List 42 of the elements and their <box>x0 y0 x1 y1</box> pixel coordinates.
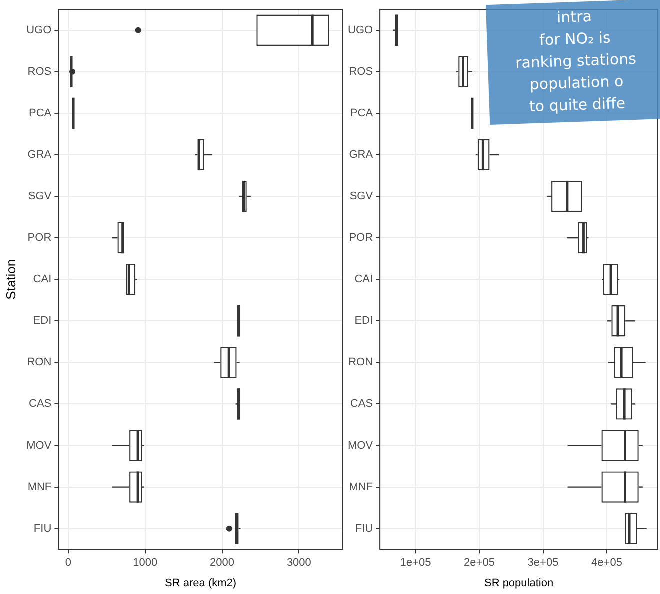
y-tick-label: UGO <box>348 24 374 36</box>
annotation: for NO₂ is <box>539 28 612 50</box>
x-axis-title: SR population <box>484 577 554 590</box>
y-tick-label: CAS <box>350 398 374 410</box>
y-tick-label: GRA <box>349 149 374 162</box>
y-tick-label: CAI <box>33 274 52 286</box>
x-tick-label: 3e+05 <box>528 557 559 570</box>
y-tick-label: POR <box>28 232 52 244</box>
y-axis-title: Station <box>3 259 18 300</box>
y-tick-label: EDI <box>33 315 52 328</box>
x-tick-label: 1e+05 <box>400 557 432 570</box>
y-tick-label: MOV <box>26 440 52 452</box>
y-tick-label: GRA <box>28 149 52 162</box>
y-tick-label: EDI <box>354 315 374 328</box>
y-tick-label: POR <box>349 232 374 244</box>
y-tick-label: CAI <box>354 274 374 286</box>
y-tick-label: FIU <box>355 522 374 535</box>
x-tick-label: 2000 <box>210 557 235 570</box>
y-tick-label: MNF <box>28 481 52 494</box>
x-tick-label: 0 <box>65 557 72 570</box>
y-tick-label: CAS <box>29 398 52 410</box>
y-tick-label: ROS <box>28 66 52 78</box>
y-tick-label: PCA <box>350 107 374 120</box>
y-tick-label: SGV <box>28 190 52 203</box>
y-tick-label: SGV <box>350 190 374 203</box>
x-axis-title: SR area (km2) <box>165 577 237 590</box>
x-tick-label: 4e+05 <box>592 557 622 570</box>
annotation: to quite diffe <box>529 94 626 116</box>
x-tick-label: 1000 <box>133 557 158 570</box>
y-tick-label: FIU <box>34 522 52 535</box>
y-tick-label: RON <box>27 356 52 369</box>
annotation: ranking stations <box>515 50 637 72</box>
y-tick-label: RON <box>348 356 374 369</box>
x-tick-label: 2e+05 <box>464 557 495 570</box>
x-tick-label: 3000 <box>286 557 312 570</box>
y-tick-label: MOV <box>348 440 374 452</box>
y-tick-label: UGO <box>26 24 52 36</box>
y-tick-label: MNF <box>349 481 374 494</box>
annotation: intra <box>556 7 592 27</box>
y-tick-label: PCA <box>29 107 52 120</box>
y-tick-label: ROS <box>349 66 374 78</box>
annotation: population o <box>530 72 624 94</box>
